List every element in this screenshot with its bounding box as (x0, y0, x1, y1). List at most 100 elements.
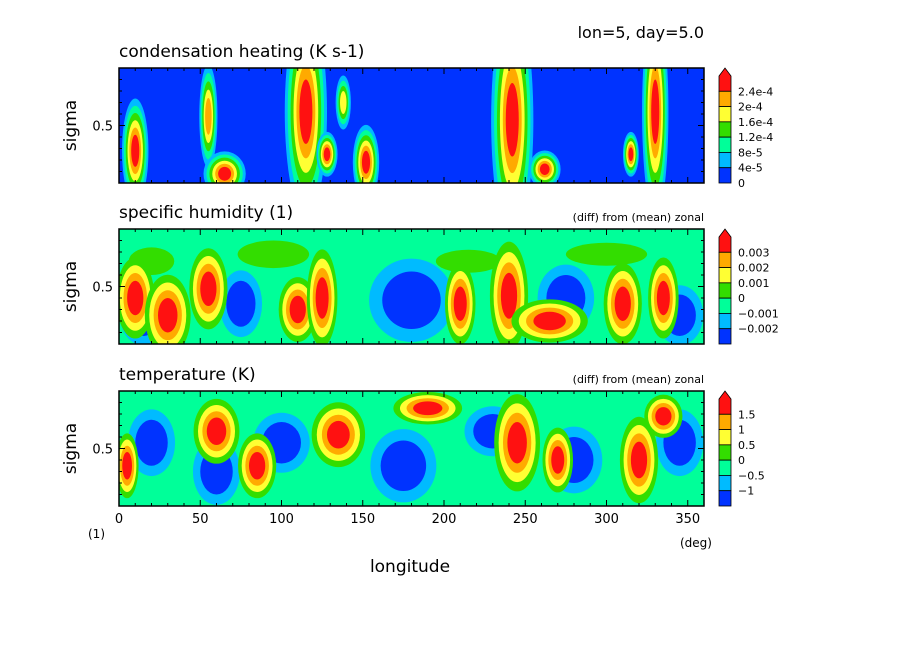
colorbar-swatch (718, 390, 732, 415)
colorbar-swatch (718, 267, 732, 284)
panel-title: temperature (K) (119, 365, 256, 385)
contour-cell (218, 166, 232, 181)
y-axis-label: sigma (61, 261, 81, 312)
colorbar-label: 0.001 (738, 277, 770, 290)
contour-cell (505, 82, 519, 157)
contour-cell (382, 271, 441, 330)
panel-0: 0.5 condensation heating (K s-1) sigma 2.4e… (61, 42, 773, 190)
contour-cell (435, 249, 501, 273)
colorbar-swatch (718, 136, 732, 153)
colorbar-swatch (718, 282, 732, 299)
colorbar-swatch (718, 90, 732, 107)
x-axis-label: longitude (370, 557, 450, 577)
x-tick-label: 100 (269, 512, 294, 527)
contour-cell (655, 407, 672, 426)
x-tick-label: 0 (115, 512, 123, 527)
contour-cell (630, 441, 648, 479)
colorbar-label: 0 (738, 292, 745, 305)
panel-1: 0.5 specific humidity (1) (diff) from (mea… (61, 203, 779, 345)
contour-cell (237, 240, 310, 269)
x-unit: (deg) (680, 536, 712, 550)
contour-cell (289, 295, 306, 324)
contour-cell (539, 163, 550, 175)
contour-cell (507, 422, 527, 464)
colorbar-swatch (718, 251, 732, 268)
colorbar-label: 0.002 (738, 262, 770, 275)
colorbar-swatch (718, 444, 732, 461)
panel-title: condensation heating (K s-1) (119, 42, 364, 62)
colorbar-label: −0.002 (738, 323, 779, 336)
contour-cell (651, 79, 660, 144)
contour-cell (614, 286, 631, 321)
contour-cell (249, 451, 266, 480)
contour-cell (453, 286, 467, 321)
colorbar-label: 2e-4 (738, 101, 763, 114)
contour-cell (413, 401, 443, 416)
colorbar-swatch (718, 475, 732, 492)
colorbar-label: 0.5 (738, 439, 756, 452)
colorbar-label: 0 (738, 454, 745, 467)
contour-cell (131, 134, 140, 167)
y-tick-label: 0.5 (92, 281, 113, 296)
colorbar-label: −1 (738, 485, 754, 498)
colorbar-label: 1.6e-4 (738, 116, 773, 129)
x-tick-label: 350 (675, 512, 700, 527)
colorbar-label: 0 (738, 177, 745, 190)
colorbar-swatch (718, 490, 732, 507)
colorbar-swatch (718, 106, 732, 123)
contour-cell (656, 280, 670, 316)
colorbar-swatch (718, 459, 732, 476)
colorbar-label: −0.001 (738, 307, 779, 320)
contour-cell (361, 150, 371, 174)
contour-cell (127, 280, 144, 316)
colorbar-swatch (718, 328, 732, 345)
colorbar-swatch (718, 297, 732, 314)
contour-cell (628, 147, 634, 162)
colorbar-label: 8e-5 (738, 146, 763, 159)
contour-cell (500, 272, 518, 319)
y-tick-label: 0.5 (92, 120, 113, 135)
contour-cell (226, 280, 256, 327)
colorbar-label: −0.5 (738, 469, 765, 482)
colorbar-swatch (718, 313, 732, 330)
contour-cell (158, 298, 178, 333)
colorbar-swatch (718, 152, 732, 169)
contour-cell (205, 97, 212, 135)
field-layer (119, 392, 704, 505)
colorbar-swatch (718, 167, 732, 184)
colorbar-label: 1 (738, 424, 745, 437)
contour-cell (565, 242, 648, 266)
contour-cell (122, 451, 132, 480)
panel-note: (diff) from (mean) zonal (573, 211, 704, 224)
colorbar-label: 2.4e-4 (738, 85, 773, 98)
contour-cell (551, 446, 565, 474)
x-tick-label: 250 (513, 512, 538, 527)
contour-cell (206, 417, 227, 446)
colorbar-label: 4e-5 (738, 162, 763, 175)
y-axis-label: sigma (61, 100, 81, 151)
contour-cell (299, 79, 313, 144)
colorbar-label: 1.5 (738, 408, 756, 421)
contour-cell (200, 271, 217, 307)
y-axis-label: sigma (61, 423, 81, 474)
contour-cell (323, 147, 331, 162)
field-layer (122, 68, 669, 183)
contour-cell (315, 277, 329, 319)
x-tick-label: 150 (350, 512, 375, 527)
y-tick-label: 0.5 (92, 443, 113, 458)
corner-unit: (1) (88, 527, 105, 541)
colorbar-swatch (718, 413, 732, 430)
panel-note: (diff) from (mean) zonal (573, 373, 704, 386)
contour-cell (340, 91, 347, 114)
header-info: lon=5, day=5.0 (578, 23, 704, 42)
contour-cell (327, 420, 350, 449)
colorbar-swatch (718, 121, 732, 138)
colorbar-label: 0.003 (738, 246, 770, 259)
x-tick-label: 50 (192, 512, 209, 527)
contour-cell (135, 419, 168, 466)
x-tick-label: 300 (594, 512, 619, 527)
contour-cell (380, 440, 427, 492)
colorbar-label: 1.2e-4 (738, 131, 773, 144)
colorbar-swatch (718, 67, 732, 92)
